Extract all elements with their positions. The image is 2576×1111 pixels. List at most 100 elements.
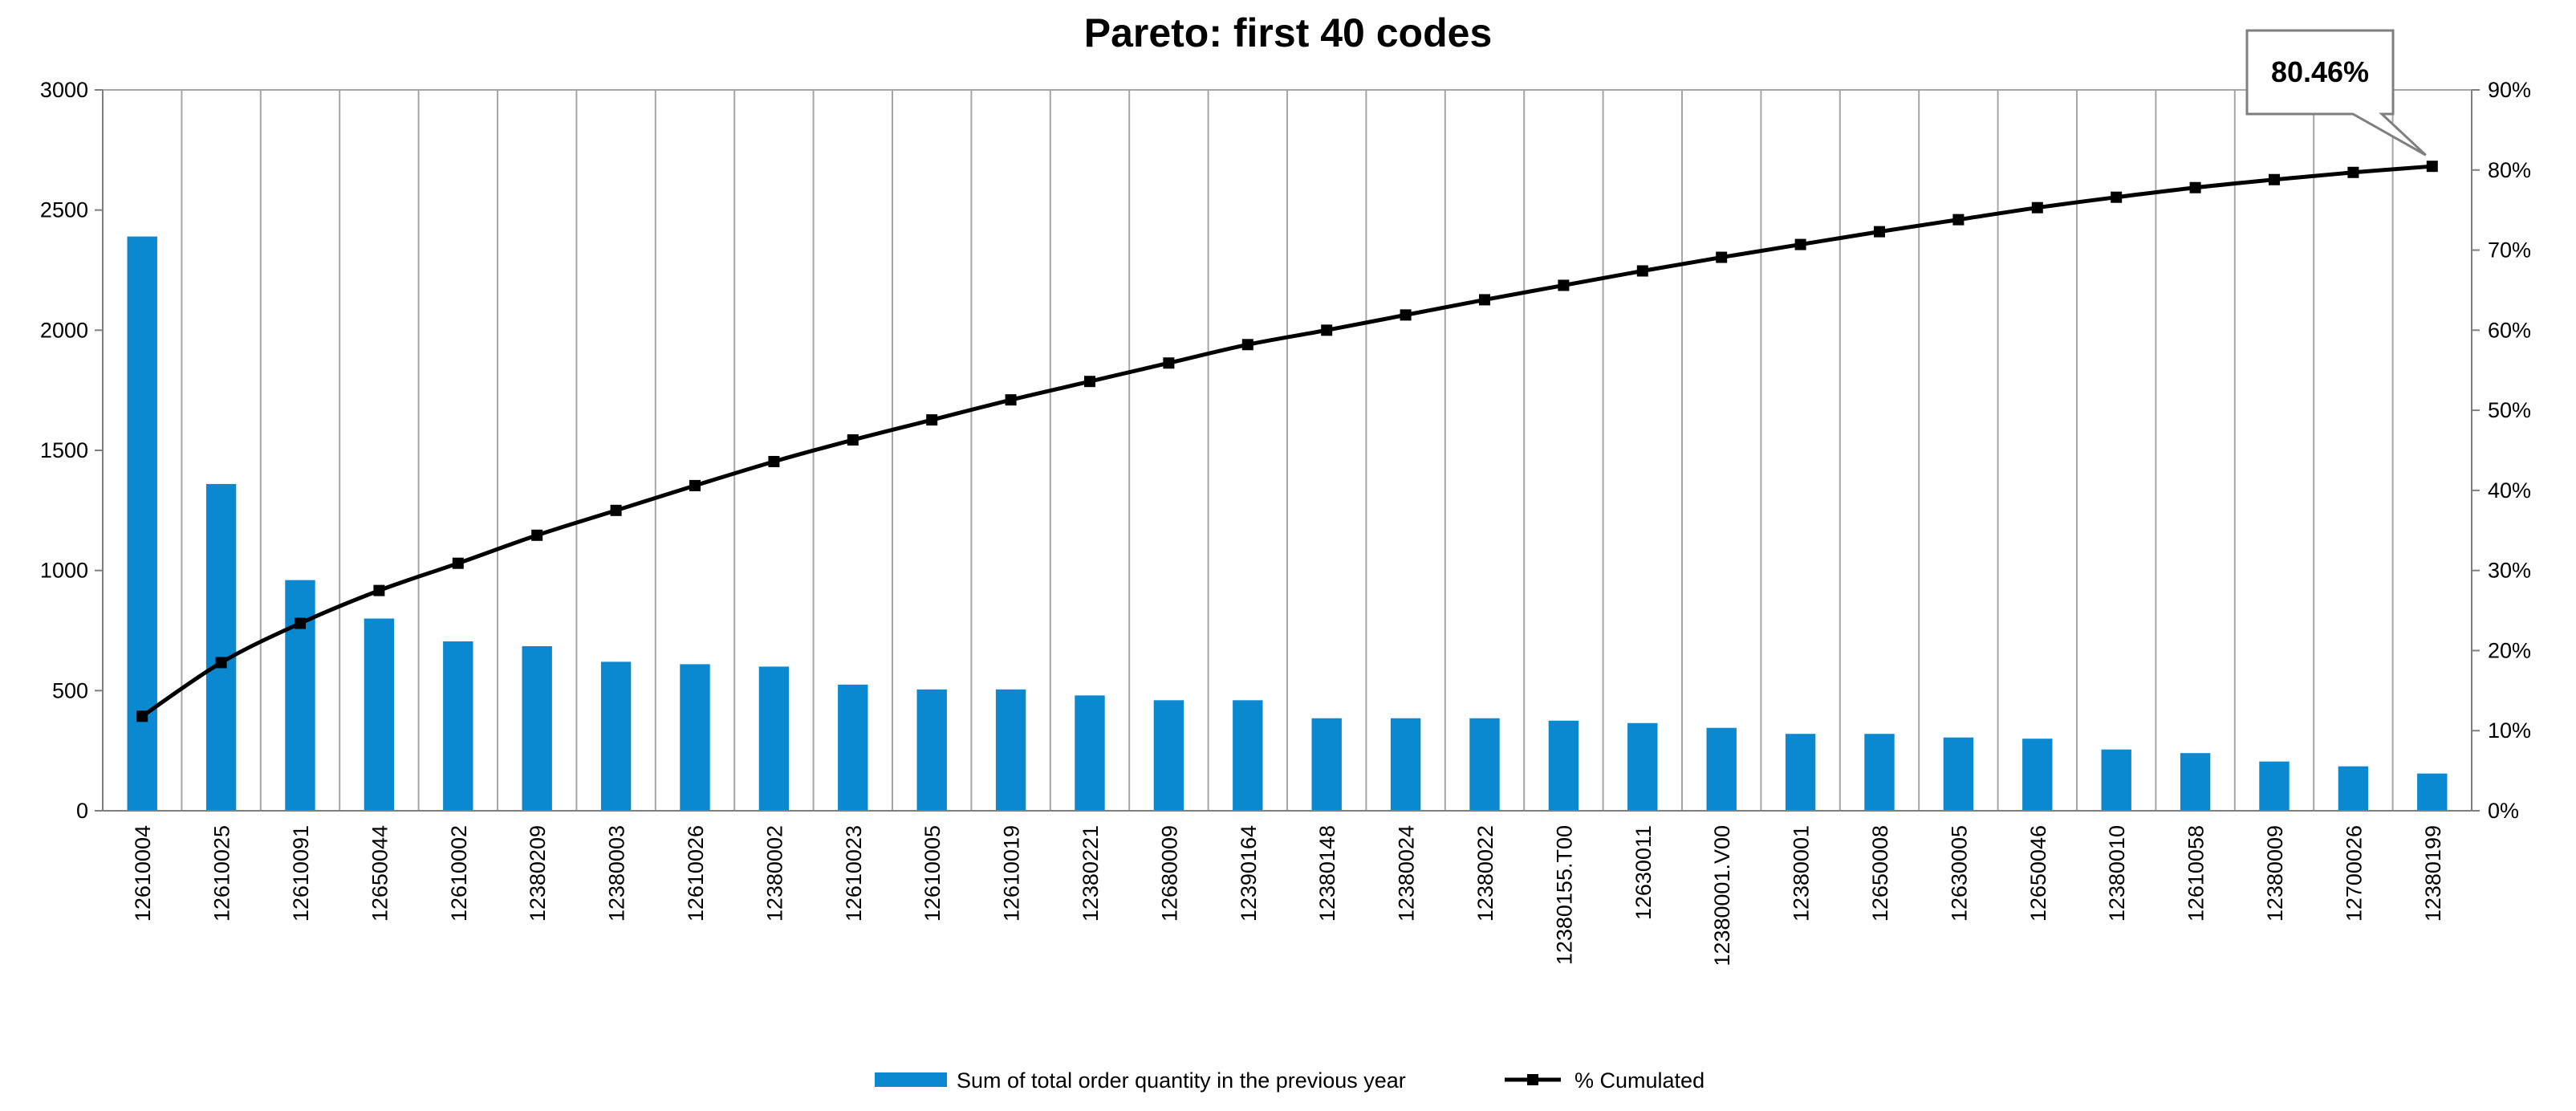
legend: Sum of total order quantity in the previ… (875, 1068, 1704, 1093)
category-label: 12380199 (2421, 825, 2445, 922)
category-label: 12610004 (131, 825, 155, 922)
cumulative-line-series (136, 161, 2438, 722)
bar (1548, 720, 1579, 811)
category-label: 12610091 (289, 825, 313, 922)
bar (2180, 753, 2211, 811)
line-point (295, 617, 306, 629)
left-axis-ticks: 0 500 1000 1500 2000 2500 3000 (40, 78, 103, 823)
category-label: 12380024 (1395, 825, 1419, 922)
category-label: 12390164 (1237, 825, 1261, 922)
bar (2338, 766, 2369, 811)
bar (1233, 700, 1263, 811)
bar (1075, 695, 1105, 811)
line-point (2269, 173, 2280, 185)
category-labels: 12610004 12610025 12610091 12650044 12610002… (131, 825, 2445, 967)
line-point (531, 529, 543, 541)
left-tick-label: 1000 (40, 559, 88, 583)
bar (838, 684, 868, 811)
line-point (847, 434, 859, 446)
legend-bar-swatch (875, 1072, 947, 1087)
line-point (452, 557, 464, 569)
category-label: 12630005 (1947, 825, 1971, 922)
line-point (1636, 265, 1648, 277)
category-label: 12610005 (920, 825, 945, 922)
bar (1627, 722, 1658, 811)
bar (285, 580, 315, 811)
right-tick-label: 70% (2488, 238, 2531, 262)
bar (1390, 718, 1421, 811)
line-point (1479, 294, 1490, 306)
line-point (2189, 181, 2201, 193)
right-tick-label: 60% (2488, 318, 2531, 342)
category-label: 12380209 (526, 825, 550, 922)
bar (1311, 718, 1342, 811)
left-tick-label: 500 (52, 678, 88, 702)
category-label: 12380002 (762, 825, 786, 922)
category-label: 12380001.V00 (1710, 825, 1734, 967)
callout-box (2245, 29, 2427, 157)
bar (522, 645, 552, 811)
legend-bar-label: Sum of total order quantity in the previ… (957, 1068, 1406, 1093)
line-point (215, 657, 227, 669)
bar (1785, 734, 1816, 811)
category-label: 12380003 (605, 825, 629, 922)
right-axis-ticks: 0% 10% 20% 30% 40% 50% 60% 70% 80% 90% (2472, 78, 2531, 823)
right-tick-label: 0% (2488, 799, 2519, 823)
line-point (1794, 238, 1806, 250)
bar (2259, 761, 2290, 811)
right-tick-label: 10% (2488, 718, 2531, 743)
category-label: 12650046 (2026, 825, 2050, 922)
left-tick-label: 1500 (40, 438, 88, 462)
line-point (1005, 394, 1017, 406)
category-label: 12610002 (447, 825, 471, 922)
chart-title: Pareto: first 40 codes (1084, 10, 1493, 55)
line-point (1952, 214, 1965, 226)
line-point (1241, 339, 1253, 351)
bar (2101, 749, 2131, 811)
bar (127, 236, 157, 811)
right-tick-label: 80% (2488, 158, 2531, 182)
bar (2417, 773, 2448, 811)
line-point (1084, 376, 1095, 388)
category-label: 12630011 (1631, 825, 1656, 920)
left-tick-label: 2000 (40, 318, 88, 342)
line-point (1874, 226, 1885, 238)
bar (916, 689, 947, 811)
category-label: 12380022 (1473, 825, 1497, 922)
category-label: 12700026 (2342, 825, 2366, 922)
bar (995, 689, 1026, 811)
category-label: 12610025 (210, 825, 234, 922)
line-point (1400, 309, 1412, 321)
line-point (926, 414, 938, 426)
bar (2022, 739, 2053, 811)
legend-line-label: % Cumulated (1574, 1068, 1704, 1093)
bar (1943, 737, 1974, 811)
bar (600, 661, 632, 811)
bar (364, 618, 395, 811)
bar-series (127, 236, 2448, 811)
line-point (1558, 279, 1570, 291)
line-point (373, 584, 385, 596)
right-tick-label: 20% (2488, 638, 2531, 662)
right-tick-label: 50% (2488, 398, 2531, 422)
line-point (1321, 324, 1333, 336)
bar (1469, 718, 1500, 811)
category-label: 12380221 (1079, 825, 1103, 922)
line-point (1716, 251, 1728, 263)
right-tick-label: 90% (2488, 78, 2531, 102)
line-point (2426, 161, 2438, 173)
value-callout: 80.46% (2245, 29, 2427, 157)
line-point (136, 710, 148, 722)
category-label: 12610058 (2184, 825, 2208, 922)
category-label: 12610023 (842, 825, 866, 922)
line-point (2111, 191, 2123, 203)
line-point (2031, 201, 2043, 214)
left-tick-label: 2500 (40, 198, 88, 222)
category-label: 12650008 (1868, 825, 1892, 922)
line-point (768, 455, 780, 467)
right-tick-label: 40% (2488, 478, 2531, 503)
bar (1864, 734, 1895, 811)
bar (205, 483, 237, 811)
bar (1153, 700, 1184, 811)
